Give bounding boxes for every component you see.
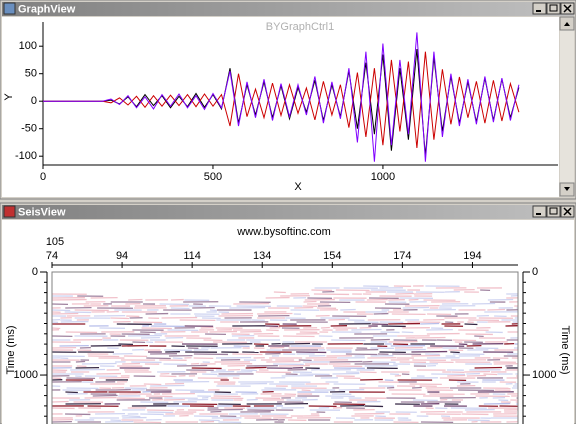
window-title: GraphView: [18, 3, 76, 15]
x-tick-label: 0: [40, 171, 46, 183]
title-bar: [2, 2, 574, 16]
icon: [563, 207, 572, 216]
y-axis-label: Y: [3, 93, 15, 101]
minimize-button[interactable]: [532, 2, 547, 15]
trace-label: 105: [46, 236, 64, 248]
y-tick-label: 100: [19, 40, 37, 52]
chart-title: BYGraphCtrl1: [266, 21, 334, 33]
y-tick-label: 0: [32, 266, 38, 278]
icon: [549, 207, 558, 215]
window-title: SeisView: [18, 206, 66, 218]
y-tick-label: 50: [25, 68, 37, 80]
maximize-button[interactable]: [546, 205, 561, 218]
x-tick-label: 1000: [371, 171, 395, 183]
trace-line: [43, 51, 520, 148]
texture-stroke: [210, 410, 222, 413]
y-tick-label: 1000: [532, 369, 556, 381]
y-tick-label: -100: [15, 150, 37, 162]
x-tick-label: 114: [183, 250, 201, 262]
x-tick-label: 174: [393, 250, 411, 262]
minimize-button[interactable]: [532, 205, 547, 218]
title-bar: [2, 205, 574, 219]
x-tick-label: 134: [253, 250, 271, 262]
seismic-image: [52, 285, 518, 424]
y-tick-label: 1000: [14, 369, 38, 381]
x-tick-label: 194: [463, 250, 481, 262]
maximize-button[interactable]: [546, 2, 561, 15]
y-tick-label: 0: [31, 95, 37, 107]
window-icon: [3, 2, 16, 15]
icon: [563, 4, 572, 13]
y-tick-label: -50: [21, 123, 37, 135]
client-area: [2, 17, 559, 197]
window-icon: [3, 205, 16, 218]
y-axis-label: Time (ms): [5, 325, 17, 374]
arrow-icon: [564, 22, 570, 26]
x-tick-label: 94: [116, 250, 128, 262]
x-tick-label: 74: [46, 250, 58, 262]
arrow-icon: [564, 187, 570, 191]
y-tick-label: 0: [532, 266, 538, 278]
section-frame: [51, 271, 519, 424]
x-tick-label: 154: [323, 250, 341, 262]
x-axis-label: X: [294, 181, 302, 193]
scrollbar[interactable]: [560, 17, 574, 197]
icon: [549, 4, 558, 12]
chart-title: www.bysoftinc.com: [236, 226, 331, 238]
y-axis-label: Time (ms): [559, 325, 571, 374]
trace-line: [43, 32, 520, 162]
window-buttons: [532, 2, 575, 218]
x-tick-label: 500: [204, 171, 222, 183]
plot-lines: [43, 32, 520, 162]
